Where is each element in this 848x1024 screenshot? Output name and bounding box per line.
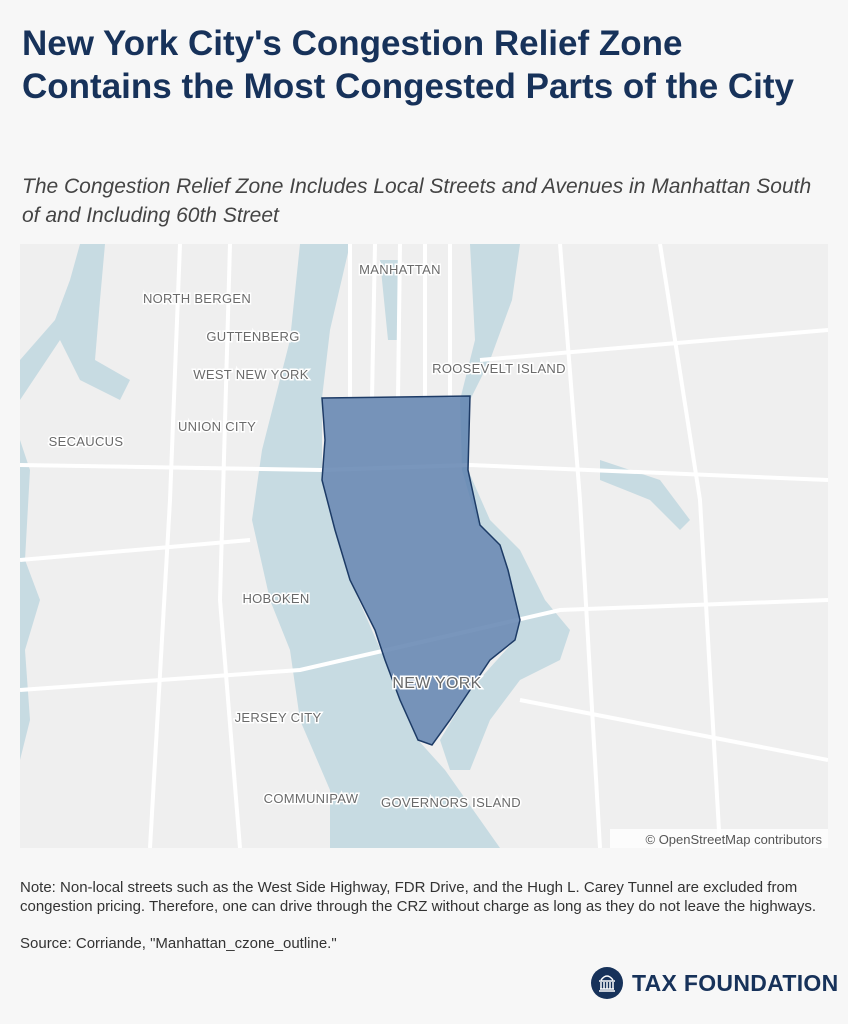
water — [20, 244, 690, 848]
place-label: HOBOKEN — [242, 591, 309, 606]
place-label: GOVERNORS ISLAND — [381, 795, 521, 810]
place-label: WEST NEW YORK — [193, 367, 308, 382]
place-label: SECAUCUS — [49, 434, 124, 449]
place-label: NORTH BERGEN — [143, 291, 251, 306]
logo-icon — [591, 967, 623, 999]
place-label: UNION CITY — [178, 419, 256, 434]
congestion-zone — [321, 395, 521, 746]
note: Note: Non-local streets such as the West… — [20, 879, 817, 915]
map-labels: MANHATTAN NORTH BERGEN GUTTENBERG WEST N… — [47, 261, 567, 812]
subtitle: The Congestion Relief Zone Includes Loca… — [22, 175, 812, 227]
attribution-bg — [610, 829, 828, 848]
roads — [20, 244, 828, 848]
place-label: JERSEY CITY — [235, 710, 322, 725]
place-label: ROOSEVELT ISLAND — [432, 361, 566, 376]
place-label: NEW YORK — [392, 675, 481, 692]
attribution: © OpenStreetMap contributors — [646, 832, 823, 847]
logo-text: TAX FOUNDATION — [632, 969, 839, 996]
place-label: COMMUNIPAW — [264, 791, 359, 806]
title: New York City's Congestion Relief Zone C… — [22, 24, 794, 106]
place-label: GUTTENBERG — [206, 329, 299, 344]
logo: TAX FOUNDATION — [590, 966, 839, 1000]
source: Source: Corriande, "Manhattan_czone_outl… — [20, 935, 337, 952]
map: MANHATTAN NORTH BERGEN GUTTENBERG WEST N… — [20, 244, 828, 848]
place-label: MANHATTAN — [359, 262, 441, 277]
